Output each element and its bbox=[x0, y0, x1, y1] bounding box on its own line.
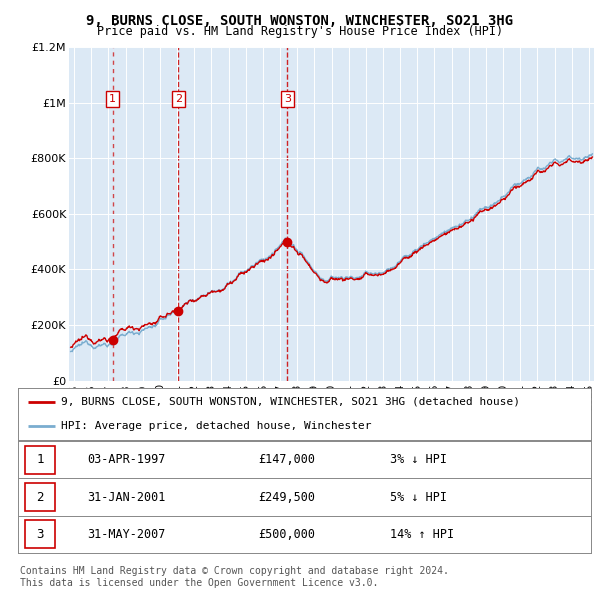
Text: 31-MAY-2007: 31-MAY-2007 bbox=[87, 527, 165, 541]
Text: £500,000: £500,000 bbox=[259, 527, 316, 541]
FancyBboxPatch shape bbox=[25, 483, 55, 511]
Text: 3: 3 bbox=[36, 527, 44, 541]
Text: 1: 1 bbox=[109, 94, 116, 104]
Text: 2: 2 bbox=[36, 490, 44, 504]
Text: HPI: Average price, detached house, Winchester: HPI: Average price, detached house, Winc… bbox=[61, 421, 371, 431]
Text: 5% ↓ HPI: 5% ↓ HPI bbox=[391, 490, 448, 504]
FancyBboxPatch shape bbox=[25, 446, 55, 474]
Text: £249,500: £249,500 bbox=[259, 490, 316, 504]
Text: 2: 2 bbox=[175, 94, 182, 104]
Text: Contains HM Land Registry data © Crown copyright and database right 2024.
This d: Contains HM Land Registry data © Crown c… bbox=[20, 566, 449, 588]
Text: 14% ↑ HPI: 14% ↑ HPI bbox=[391, 527, 455, 541]
Text: 31-JAN-2001: 31-JAN-2001 bbox=[87, 490, 165, 504]
FancyBboxPatch shape bbox=[25, 520, 55, 548]
Text: 9, BURNS CLOSE, SOUTH WONSTON, WINCHESTER, SO21 3HG: 9, BURNS CLOSE, SOUTH WONSTON, WINCHESTE… bbox=[86, 14, 514, 28]
Text: £147,000: £147,000 bbox=[259, 453, 316, 467]
Text: 03-APR-1997: 03-APR-1997 bbox=[87, 453, 165, 467]
Text: Price paid vs. HM Land Registry's House Price Index (HPI): Price paid vs. HM Land Registry's House … bbox=[97, 25, 503, 38]
Text: 1: 1 bbox=[36, 453, 44, 467]
Text: 9, BURNS CLOSE, SOUTH WONSTON, WINCHESTER, SO21 3HG (detached house): 9, BURNS CLOSE, SOUTH WONSTON, WINCHESTE… bbox=[61, 396, 520, 407]
Text: 3% ↓ HPI: 3% ↓ HPI bbox=[391, 453, 448, 467]
Text: 3: 3 bbox=[284, 94, 291, 104]
